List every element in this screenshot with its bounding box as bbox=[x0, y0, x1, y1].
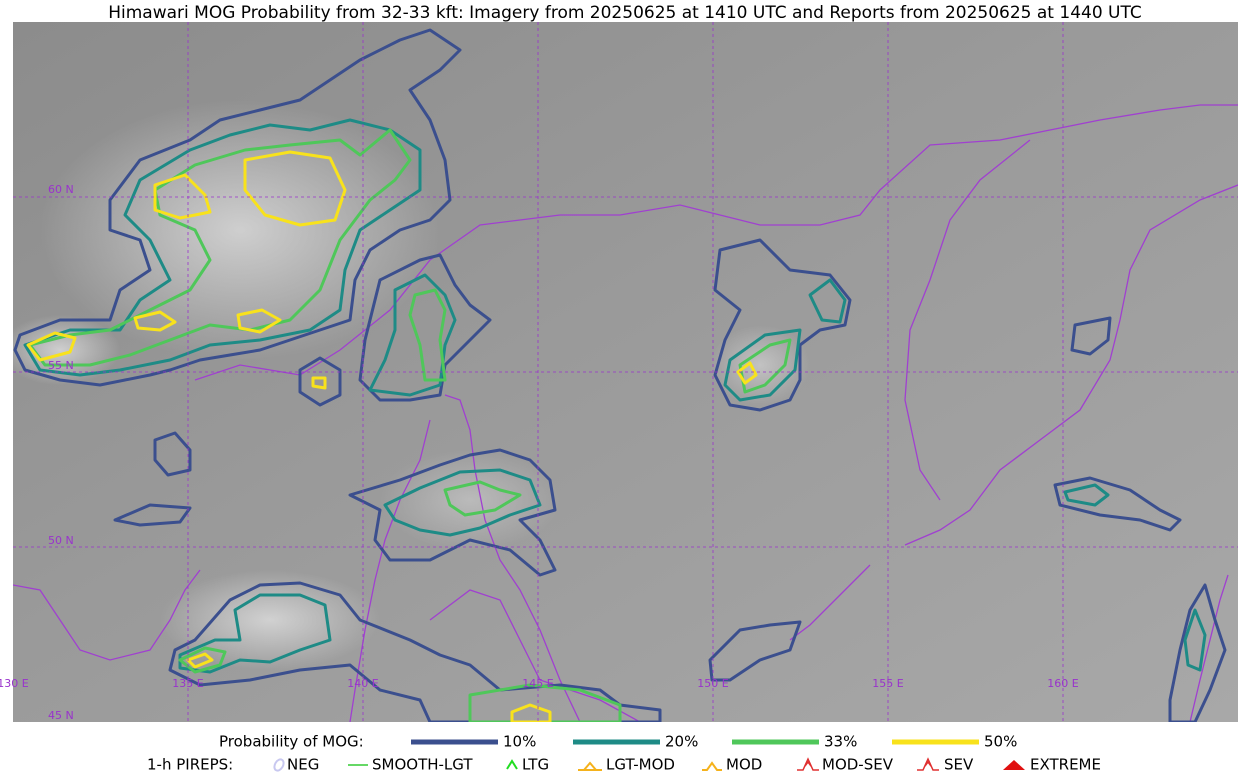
legend-title: 1-h PIREPS: bbox=[147, 756, 233, 774]
contour-10 bbox=[13, 28, 462, 387]
coastlines bbox=[13, 104, 1238, 722]
latitude-label: 45 N bbox=[48, 709, 74, 722]
legend-label: SEV bbox=[944, 756, 974, 774]
coastline bbox=[444, 394, 581, 722]
cloud bbox=[40, 100, 440, 360]
legend-label: 33% bbox=[824, 733, 857, 751]
contour-20 bbox=[1183, 608, 1207, 672]
legend-label: MOD bbox=[726, 756, 762, 774]
contour-20 bbox=[723, 328, 802, 402]
contour-50 bbox=[510, 703, 552, 722]
contour-50 bbox=[133, 310, 177, 332]
longitude-label: 140 E bbox=[347, 677, 378, 690]
coastline bbox=[1189, 574, 1229, 722]
longitude-label: 155 E bbox=[872, 677, 903, 690]
contour-50 bbox=[236, 308, 282, 334]
contour-50 bbox=[186, 652, 214, 669]
longitude-label: 160 E bbox=[1047, 677, 1078, 690]
contour-10 bbox=[708, 620, 802, 682]
contour-33 bbox=[468, 683, 622, 722]
contour-20 bbox=[178, 593, 332, 674]
contour-20 bbox=[808, 278, 847, 324]
graticule-labels: 60 N 55 N 50 N 45 N 130 E 135 E 140 E 145 E 150 … bbox=[0, 183, 1079, 722]
pirep-icon bbox=[797, 757, 819, 771]
contour-50 bbox=[153, 173, 212, 220]
contour-20 bbox=[383, 468, 542, 537]
contour-20 bbox=[23, 118, 422, 377]
pirep-icon bbox=[506, 759, 518, 770]
latitude-label: 60 N bbox=[48, 183, 74, 196]
contour-10 bbox=[298, 356, 342, 407]
pirep-icon bbox=[924, 760, 932, 767]
probability-legend: Probability of MOG: 10% 20% 33% 50% bbox=[219, 733, 1017, 751]
contour-10 bbox=[1168, 583, 1227, 722]
legend-label: EXTREME bbox=[1030, 756, 1101, 774]
pirep-icon bbox=[917, 757, 939, 771]
contour-50 bbox=[26, 331, 77, 362]
legend-title: Probability of MOG: bbox=[219, 733, 364, 751]
contour-33 bbox=[28, 128, 412, 367]
longitude-label: 145 E bbox=[522, 677, 553, 690]
pirep-legend: 1-h PIREPS: NEG SMOOTH-LGT LTG LGT-MOD MOD MOD… bbox=[147, 756, 1101, 774]
longitude-label: 135 E bbox=[172, 677, 203, 690]
coastline bbox=[904, 139, 1031, 501]
pirep-icon bbox=[273, 758, 285, 772]
contour-33 bbox=[178, 646, 227, 674]
legend-label: LTG bbox=[522, 756, 549, 774]
legend-label: LGT-MOD bbox=[606, 756, 675, 774]
legend-label: NEG bbox=[287, 756, 319, 774]
cloud bbox=[160, 570, 380, 670]
cloud bbox=[13, 315, 120, 385]
coastline bbox=[13, 569, 201, 661]
contour-33 bbox=[738, 338, 792, 394]
legend-label: SMOOTH-LGT bbox=[372, 756, 473, 774]
legend-label: 20% bbox=[665, 733, 698, 751]
pirep-icon bbox=[702, 761, 722, 771]
contour-50 bbox=[311, 376, 327, 390]
pirep-icon bbox=[1003, 760, 1025, 770]
contour-20 bbox=[368, 273, 457, 397]
coastline bbox=[349, 419, 431, 722]
contour-10 bbox=[1053, 476, 1182, 532]
map-area bbox=[13, 22, 1238, 722]
coastline bbox=[429, 589, 641, 722]
mog-contours bbox=[13, 28, 1227, 722]
pirep-icon bbox=[804, 760, 812, 767]
contour-33 bbox=[408, 288, 447, 382]
pirep-icon bbox=[578, 761, 602, 771]
longitude-label: 130 E bbox=[0, 677, 29, 690]
latitude-label: 55 N bbox=[48, 359, 74, 372]
title: Himawari MOG Probability from 32-33 kft:… bbox=[108, 3, 1142, 23]
coastline bbox=[904, 184, 1238, 546]
cloud bbox=[710, 325, 810, 405]
legend-label: 50% bbox=[984, 733, 1017, 751]
contour-33 bbox=[443, 480, 522, 517]
contour-10 bbox=[113, 503, 192, 527]
coastline bbox=[194, 104, 1238, 381]
contour-10 bbox=[153, 431, 192, 477]
legend-label: 10% bbox=[503, 733, 536, 751]
contour-10 bbox=[348, 448, 557, 577]
contour-50 bbox=[736, 361, 758, 385]
contour-10 bbox=[1070, 316, 1112, 356]
contour-20 bbox=[1063, 483, 1110, 507]
latitude-label: 50 N bbox=[48, 534, 74, 547]
longitude-label: 150 E bbox=[697, 677, 728, 690]
contour-50 bbox=[243, 150, 347, 227]
graticule bbox=[13, 22, 1238, 722]
coastline bbox=[789, 564, 871, 641]
legend-label: MOD-SEV bbox=[822, 756, 894, 774]
contour-10 bbox=[713, 238, 852, 412]
